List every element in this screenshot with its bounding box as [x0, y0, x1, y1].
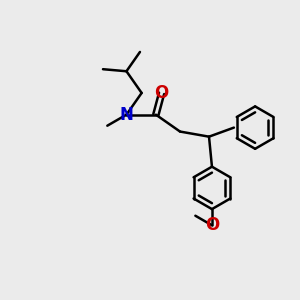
Text: O: O	[154, 84, 169, 102]
Text: N: N	[119, 106, 134, 124]
Text: O: O	[205, 216, 219, 234]
